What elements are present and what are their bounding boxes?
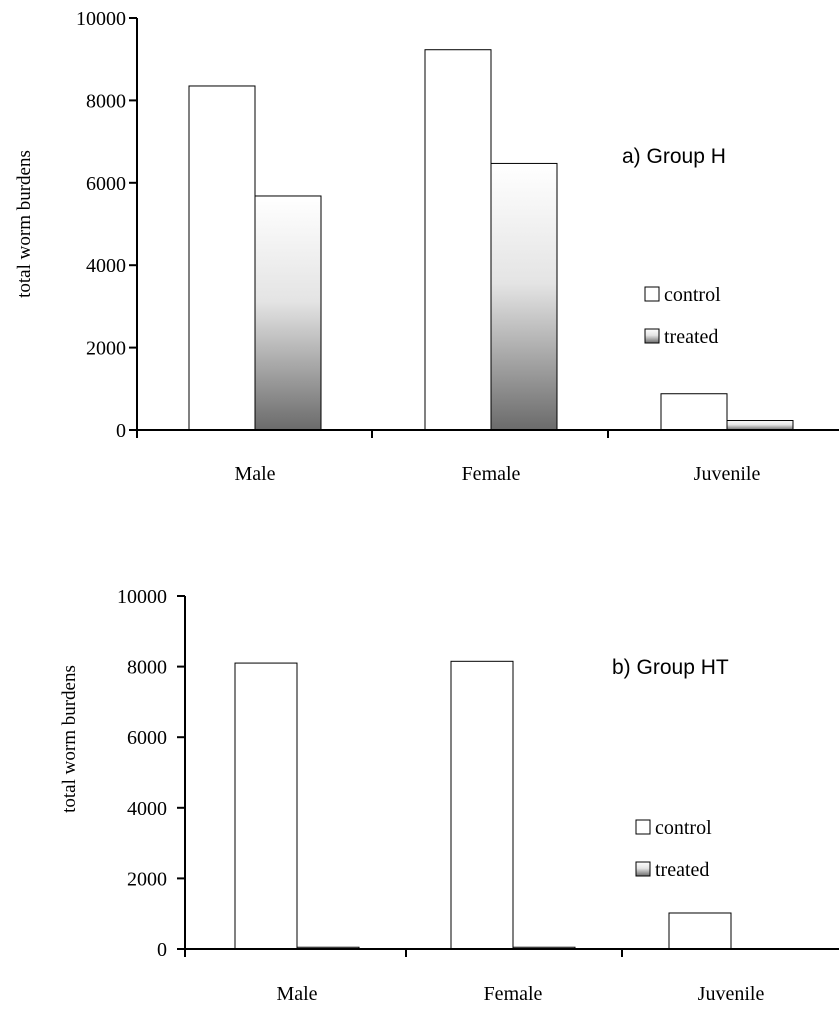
chart-b-bars	[234, 660, 732, 950]
chart-a: 0 2000 4000 6000 8000 10000 Male Female Juvenile…	[14, 8, 839, 485]
chart-a-bar-treated-juvenile	[726, 420, 794, 431]
chart-a-ytick-label-6000: 6000	[86, 173, 126, 195]
chart-b-ytick-label-10000: 10000	[117, 586, 167, 608]
chart-b-ytick-label-2000: 2000	[127, 868, 167, 890]
chart-a-ytick-label-2000: 2000	[86, 338, 126, 360]
chart-b-legend-swatch-treated	[635, 861, 651, 877]
chart-b-ytick-label-4000: 4000	[127, 798, 167, 820]
chart-b-bar-control-juvenile	[668, 912, 732, 950]
chart-b-ytick-label-8000: 8000	[127, 657, 167, 679]
chart-b-bar-control-female	[450, 660, 514, 950]
chart-a-category-label-female: Female	[462, 463, 521, 485]
chart-b-category-label-female: Female	[484, 983, 543, 1005]
chart-b-ytick-label-6000: 6000	[127, 727, 167, 749]
chart-a-category-label-juvenile: Juvenile	[694, 463, 761, 485]
chart-a-ytick-label-0: 0	[116, 420, 126, 442]
chart-a-legend-label-control: control	[664, 284, 721, 306]
chart-b-bar-control-male	[234, 662, 298, 950]
chart-a-legend-swatch-control	[644, 286, 660, 302]
chart-a-title: a) Group H	[622, 145, 726, 168]
chart-a-category-label-male: Male	[234, 463, 275, 485]
chart-a-ytick-label-4000: 4000	[86, 255, 126, 277]
chart-a-bar-treated-male	[254, 195, 322, 431]
chart-a-bar-treated-female	[490, 162, 558, 431]
chart-a-axes	[136, 18, 839, 438]
chart-a-ticks: 0 2000 4000 6000 8000 10000 Male Female Juvenile	[76, 8, 760, 485]
chart-a-bar-control-male	[188, 85, 256, 431]
chart-b-legend-label-control: control	[655, 817, 712, 839]
chart-b-legend-label-treated: treated	[655, 859, 709, 881]
chart-b-ticks: 0 2000 4000 6000 8000 10000 Male Female Juvenile	[117, 586, 764, 1005]
chart-b-category-label-male: Male	[276, 983, 317, 1005]
chart-a-bar-control-juvenile	[660, 393, 728, 431]
chart-a-ytick-label-8000: 8000	[86, 90, 126, 112]
chart-a-bar-control-female	[424, 49, 492, 431]
chart-b-ylabel: total worm burdens	[59, 665, 80, 813]
chart-a-ytick-label-10000: 10000	[76, 8, 126, 30]
chart-b: 0 2000 4000 6000 8000 10000 Male Female Juvenile…	[59, 586, 839, 1005]
chart-a-legend: control treated	[644, 284, 721, 348]
chart-b-legend: control treated	[635, 817, 712, 881]
chart-b-category-label-juvenile: Juvenile	[698, 983, 765, 1005]
chart-a-legend-label-treated: treated	[664, 326, 718, 348]
chart-a-ylabel: total worm burdens	[14, 150, 35, 298]
chart-b-title: b) Group HT	[612, 656, 729, 679]
chart-a-bars	[188, 49, 794, 431]
chart-a-legend-swatch-treated	[644, 328, 660, 344]
chart-b-ytick-label-0: 0	[157, 939, 167, 961]
chart-b-legend-swatch-control	[635, 819, 651, 835]
chart-b-axes	[184, 596, 839, 957]
